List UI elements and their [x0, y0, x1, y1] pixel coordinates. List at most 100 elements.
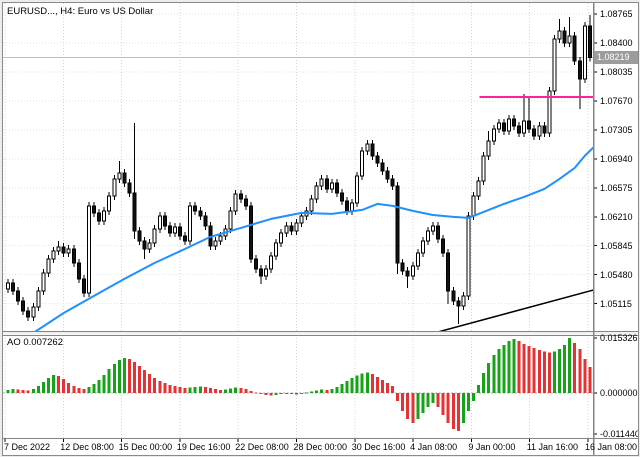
- ao-histogram-bar: [451, 393, 455, 429]
- candle-bullish: [152, 228, 157, 244]
- ao-histogram-bar: [41, 381, 45, 393]
- ao-histogram-bar: [380, 380, 384, 393]
- ao-histogram-bar: [249, 390, 253, 393]
- candle-bullish: [425, 230, 430, 242]
- price-panel[interactable]: [3, 3, 600, 333]
- ao-histogram-bar: [497, 348, 501, 393]
- ao-histogram-bar: [330, 389, 334, 393]
- candle-bearish: [501, 122, 506, 132]
- candle-bullish: [471, 195, 476, 217]
- price-axis-label: 1.08765: [600, 9, 633, 19]
- candle-bullish: [6, 282, 10, 290]
- ao-histogram-bar: [436, 393, 440, 407]
- ao-histogram-bar: [466, 393, 470, 411]
- candle-bearish: [390, 178, 395, 187]
- ao-histogram-bar: [138, 366, 142, 393]
- price-axis-label: 1.05115: [600, 298, 632, 309]
- ao-panel[interactable]: [3, 335, 593, 438]
- candle-bearish: [400, 262, 405, 272]
- ao-histogram-bar: [416, 393, 420, 420]
- candle-bullish: [51, 250, 56, 260]
- ao-histogram-bar: [558, 348, 562, 393]
- ao-histogram-bar: [117, 360, 121, 393]
- ao-histogram-bar: [67, 382, 71, 393]
- candle-bearish: [395, 185, 400, 264]
- candle-bearish: [375, 155, 380, 164]
- ao-histogram-bar: [573, 342, 577, 393]
- candle-bearish: [76, 262, 81, 280]
- ao-histogram-bar: [482, 372, 486, 393]
- ao-histogram-bar: [365, 372, 369, 393]
- candle-bullish: [284, 225, 289, 234]
- candle-bullish: [112, 178, 117, 197]
- ao-histogram-bar: [219, 390, 223, 393]
- candle-bearish: [11, 282, 16, 292]
- ao-histogram-bar: [239, 387, 243, 393]
- ao-histogram-bar: [11, 389, 15, 393]
- ao-histogram-bar: [122, 357, 126, 393]
- candle-bearish: [259, 268, 263, 277]
- candle-bearish: [517, 125, 522, 134]
- trendline[interactable]: [438, 288, 600, 332]
- ao-histogram-bar: [345, 381, 349, 393]
- ao-histogram-bar: [158, 381, 162, 393]
- candle-bullish: [360, 150, 365, 177]
- ao-histogram-bar: [360, 373, 364, 393]
- panel-divider[interactable]: [3, 331, 638, 335]
- candle-bearish: [71, 248, 76, 264]
- time-axis-label: 22 Dec 08:00: [235, 442, 289, 452]
- ao-histogram-bar: [57, 376, 61, 393]
- ao-histogram-bar: [542, 351, 546, 393]
- ao-histogram-bar: [522, 343, 526, 393]
- ao-histogram-bar: [244, 389, 248, 393]
- chart-canvas[interactable]: [3, 3, 638, 455]
- candle-bearish: [16, 290, 21, 302]
- candle-bearish: [562, 30, 567, 44]
- candle-bearish: [162, 215, 167, 227]
- ao-histogram-bar: [46, 377, 50, 393]
- ao-indicator-label: AO 0.007262: [7, 337, 63, 348]
- candle-bearish: [167, 225, 172, 234]
- candle-bullish: [107, 195, 112, 212]
- candle-bearish: [61, 246, 66, 254]
- ao-histogram-bar: [406, 393, 410, 420]
- candle-bullish: [172, 226, 177, 234]
- candle-bearish: [289, 225, 294, 232]
- ao-histogram-bar: [441, 393, 445, 415]
- candle-bullish: [299, 215, 304, 224]
- candle-bullish: [279, 232, 284, 244]
- ao-histogram-bar: [502, 344, 506, 393]
- ao-histogram-bar: [583, 358, 587, 393]
- candle-bullish: [567, 35, 572, 44]
- candle-bearish: [238, 193, 243, 200]
- ao-histogram-bar: [320, 389, 324, 393]
- candle-bullish: [496, 122, 501, 130]
- ao-histogram-bar: [456, 393, 460, 431]
- ao-histogram-bar: [289, 393, 293, 395]
- time-axis-label: 12 Dec 08:00: [60, 442, 114, 452]
- candle-bullish: [420, 240, 425, 254]
- candle-bullish: [157, 215, 162, 230]
- ao-histogram-bar: [173, 385, 177, 393]
- ao-histogram-bar: [31, 389, 35, 393]
- ao-histogram-bar: [16, 389, 20, 393]
- candle-bullish: [506, 118, 511, 132]
- ao-histogram-bar: [532, 347, 536, 393]
- candle-bullish: [522, 120, 527, 134]
- time-axis-label: 4 Jan 08:00: [410, 442, 458, 452]
- candle-bullish: [410, 265, 415, 277]
- ao-histogram-bar: [234, 387, 238, 393]
- candle-bullish: [552, 38, 557, 92]
- time-axis-label: 28 Dec 00:00: [293, 442, 348, 452]
- candle-bullish: [213, 240, 218, 247]
- candle-bearish: [137, 230, 142, 242]
- ao-histogram-bar: [208, 387, 212, 393]
- candle-bullish: [309, 198, 314, 212]
- time-axis-label: 9 Jan 00:00: [468, 442, 516, 452]
- ao-histogram-bar: [512, 338, 516, 393]
- candle-bullish: [86, 205, 91, 294]
- ao-histogram-bar: [133, 362, 136, 393]
- candle-bullish: [233, 193, 238, 212]
- ao-histogram-bar: [153, 377, 157, 393]
